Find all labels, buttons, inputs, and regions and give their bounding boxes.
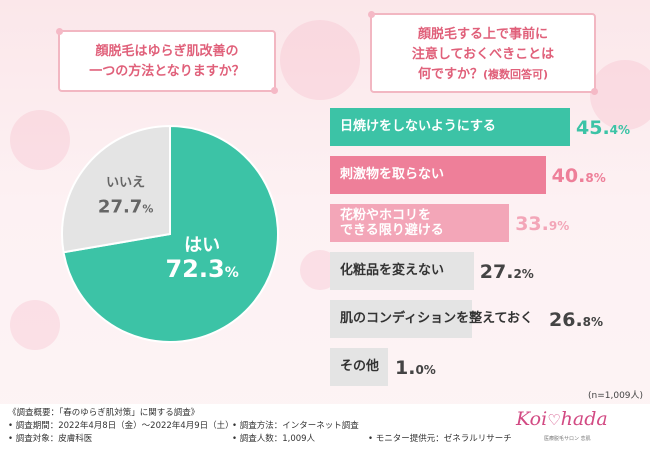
- bar-category-label-3: 化粧品を変えない: [340, 263, 445, 278]
- petal-decoration: [10, 110, 70, 170]
- bar-category-label-2: 花粉やホコリを できる限り避ける: [340, 208, 444, 238]
- brand-logo-subtitle: 医療脱毛サロン 恋肌: [544, 436, 591, 442]
- bar-category-label-4: 肌のコンディションを整えておく: [340, 311, 534, 326]
- bar-value-label-4: 26.8%: [549, 309, 604, 331]
- survey-target: • 調査対象：皮膚科医: [8, 434, 93, 444]
- question-right-note: (複数回答可): [482, 68, 549, 81]
- question-right-line-2: 注意しておくべきことは: [411, 47, 555, 62]
- pie-category-label-0: はい: [184, 235, 220, 256]
- petal-decoration: [10, 300, 60, 350]
- pie-value-label-0: 72.3%: [165, 255, 238, 283]
- survey-count: • 調査人数：1,009人: [232, 434, 316, 444]
- footer: 《調査概要：「春のゆらぎ肌対策」に関する調査》 • 調査期間：2022年4月8日…: [0, 404, 650, 450]
- sample-size-note: (n=1,009人): [588, 391, 644, 401]
- bar-value-label-0: 45.4%: [576, 117, 631, 139]
- bar-1: [330, 156, 546, 194]
- bar-category-label-5: その他: [340, 359, 380, 374]
- heart-icon: ♡: [547, 411, 561, 429]
- survey-provider: • モニター提供元：ゼネラルリサーチ: [368, 434, 512, 444]
- brand-logo: Koi♡hada: [516, 408, 608, 430]
- question-left-line-2: 一つの方法となりますか？: [89, 64, 245, 79]
- bar-value-label-3: 27.2%: [479, 261, 534, 283]
- bar-value-label-1: 40.8%: [551, 165, 606, 187]
- pie-slice-1: [61, 124, 171, 254]
- question-left-line-1: 顔脱毛はゆらぎ肌改善の: [95, 44, 239, 59]
- question-right-box: 顔脱毛する上で事前に 注意しておくべきことは 何ですか？(複数回答可): [368, 11, 598, 95]
- bar-3: [330, 252, 474, 290]
- bar-value-label-2: 33.9%: [515, 213, 570, 235]
- bar-0: [330, 108, 570, 146]
- bar-5: [330, 348, 388, 386]
- bar-category-label-0: 日焼けをしないようにする: [340, 119, 496, 134]
- survey-method: • 調査方法：インターネット調査: [232, 421, 359, 431]
- survey-title: 《調査概要：「春のゆらぎ肌対策」に関する調査》: [8, 408, 200, 418]
- petal-decoration: [280, 20, 360, 100]
- survey-period: • 調査期間：2022年4月8日（金）〜2022年4月9日（土）: [8, 421, 234, 431]
- pie-value-label-1: 27.7%: [98, 197, 153, 218]
- bar-value-label-5: 1.0%: [395, 357, 436, 379]
- petal-decoration: [590, 60, 650, 130]
- bar-category-label-1: 刺激物を取らない: [340, 167, 445, 182]
- bar-2: [330, 204, 510, 242]
- bar-4: [330, 300, 472, 338]
- question-right-line-3: 何ですか？(複数回答可): [417, 67, 549, 82]
- question-right-line-1: 顔脱毛する上で事前に: [417, 27, 548, 42]
- question-left-box: 顔脱毛はゆらぎ肌改善の 一つの方法となりますか？: [56, 28, 278, 94]
- pie-category-label-1: いいえ: [106, 176, 145, 191]
